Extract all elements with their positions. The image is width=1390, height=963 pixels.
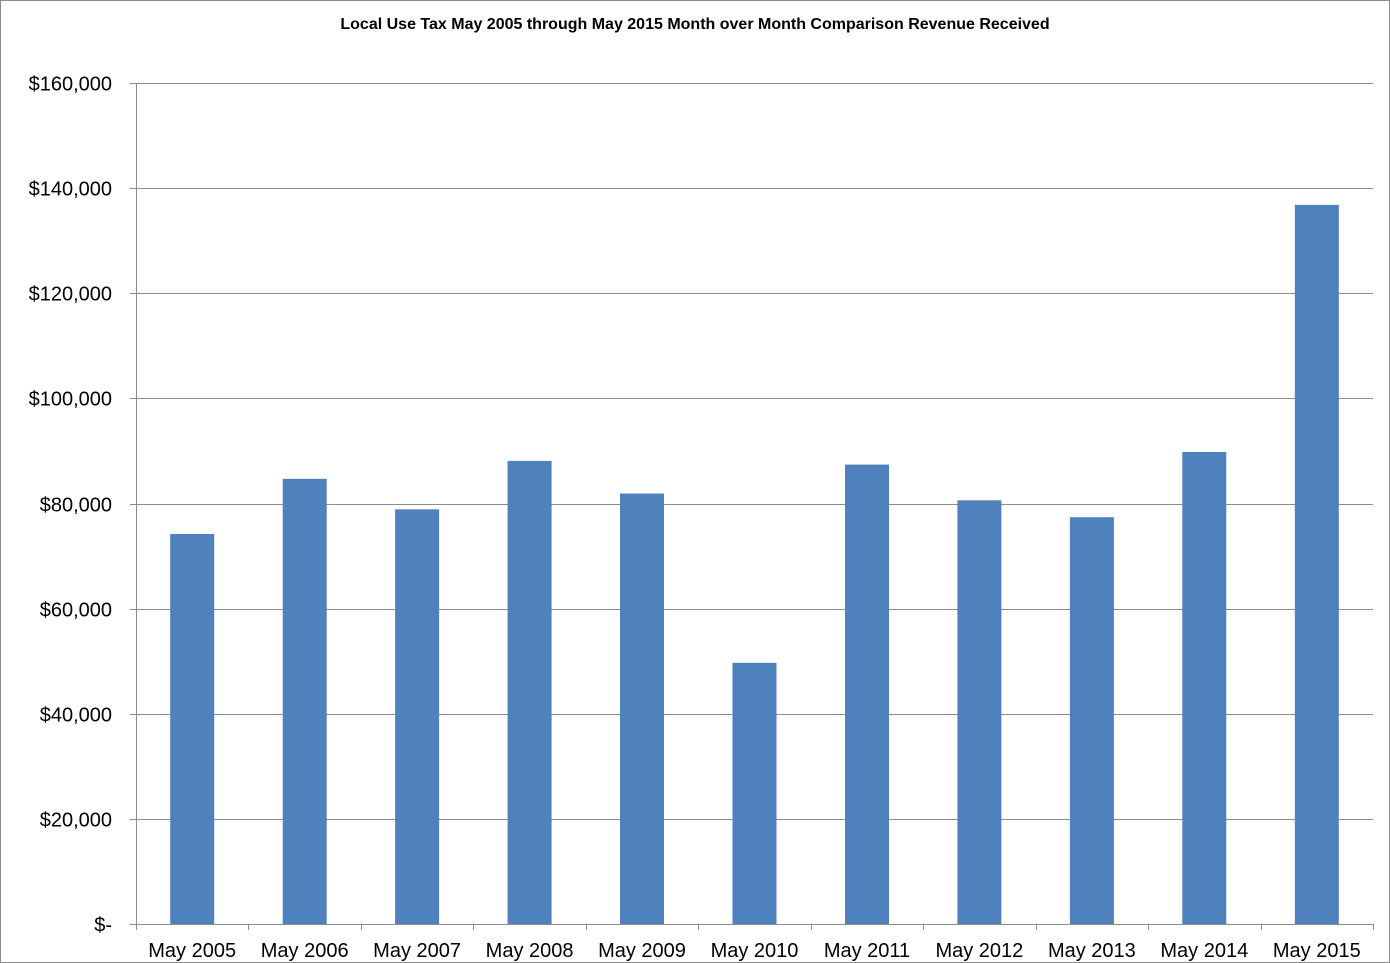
bar xyxy=(957,500,1002,924)
y-tick-label: $140,000 xyxy=(29,179,112,201)
chart-title: Local Use Tax May 2005 through May 2015 … xyxy=(340,16,1050,33)
y-tick-label: $- xyxy=(94,915,112,937)
bar xyxy=(170,534,215,924)
x-tick-labels: May 2005 May 2006 May 2007 May 2008 May 2009… xyxy=(148,940,1360,962)
y-tick-label: $120,000 xyxy=(29,284,112,306)
y-tick-label: $80,000 xyxy=(40,495,112,517)
gridlines xyxy=(136,83,1373,820)
bars xyxy=(170,204,1339,924)
bar xyxy=(620,493,664,924)
y-tick-label: $160,000 xyxy=(29,74,112,96)
x-tick-label: May 2014 xyxy=(1160,940,1248,962)
x-tick-label: May 2008 xyxy=(486,940,574,962)
x-tick-label: May 2006 xyxy=(261,940,349,962)
x-tick-label: May 2012 xyxy=(935,940,1023,962)
y-tick-label: $60,000 xyxy=(40,600,112,622)
y-tick-label: $100,000 xyxy=(29,389,112,411)
x-tick-label: May 2005 xyxy=(148,940,236,962)
x-tick-label: May 2015 xyxy=(1273,940,1361,962)
x-tick-label: May 2013 xyxy=(1048,940,1136,962)
y-tick-label: $20,000 xyxy=(40,810,112,832)
bar xyxy=(1182,452,1227,924)
axes xyxy=(130,83,1374,930)
bar xyxy=(282,478,327,924)
bar xyxy=(845,464,889,924)
bar xyxy=(1069,517,1114,924)
bar xyxy=(395,509,440,924)
bar xyxy=(507,460,552,924)
x-tick-label: May 2007 xyxy=(373,940,461,962)
bar xyxy=(732,662,777,924)
x-tick-label: May 2010 xyxy=(711,940,799,962)
y-tick-label: $40,000 xyxy=(40,705,112,727)
x-tick-label: May 2009 xyxy=(598,940,686,962)
y-tick-labels: $- $20,000 $40,000 $60,000 $80,000 $100,000 $1… xyxy=(29,74,112,937)
bar xyxy=(1294,204,1339,924)
x-tick-label: May 2011 xyxy=(824,940,910,962)
